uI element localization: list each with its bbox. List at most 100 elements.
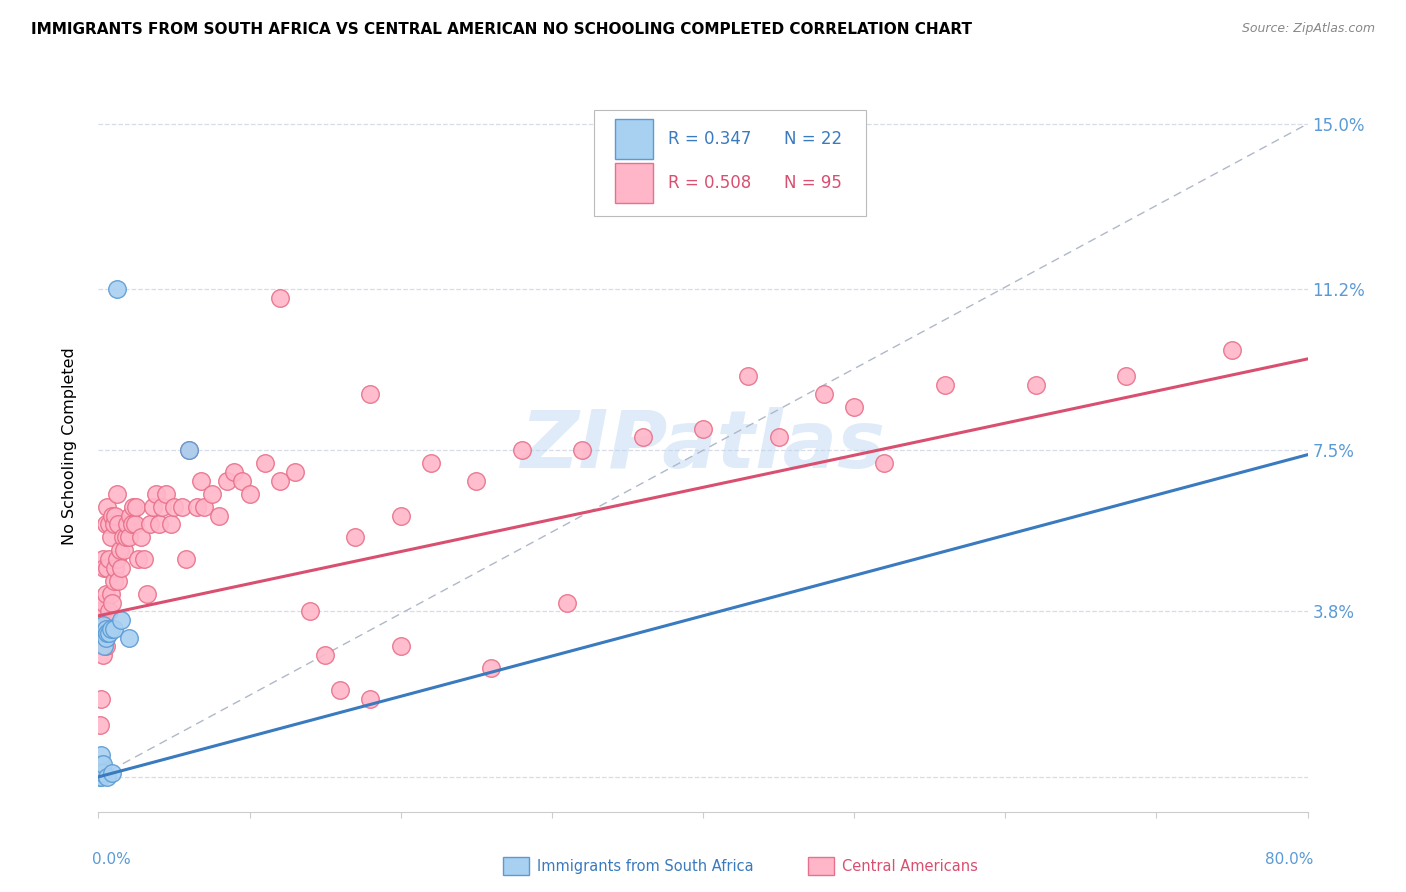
Point <box>98 552 121 566</box>
Point <box>148 517 170 532</box>
Text: N = 95: N = 95 <box>785 174 842 192</box>
Point <box>94 631 117 645</box>
Point <box>94 640 117 654</box>
Point <box>98 604 121 618</box>
Point <box>90 770 112 784</box>
Text: R = 0.347: R = 0.347 <box>668 130 751 148</box>
Point <box>127 552 149 566</box>
Point <box>1115 369 1137 384</box>
Point <box>142 500 165 514</box>
Point <box>107 517 129 532</box>
Text: R = 0.508: R = 0.508 <box>668 174 751 192</box>
Point <box>844 400 866 414</box>
Point <box>125 500 148 514</box>
Point <box>299 604 322 618</box>
Point <box>91 552 114 566</box>
Point <box>90 604 112 618</box>
Point <box>93 626 115 640</box>
Point <box>174 552 197 566</box>
Point <box>91 604 114 618</box>
Point <box>329 682 352 697</box>
Point <box>170 500 193 514</box>
Point <box>314 648 336 662</box>
Point <box>94 622 117 636</box>
Point <box>98 517 121 532</box>
Point <box>135 587 157 601</box>
Point <box>115 517 138 532</box>
Point <box>90 691 112 706</box>
Point <box>96 770 118 784</box>
Bar <box>614 162 654 202</box>
Point <box>231 474 253 488</box>
Point <box>89 717 111 731</box>
Point <box>193 500 215 514</box>
Text: 0.0%: 0.0% <box>93 852 131 867</box>
Point <box>253 457 276 471</box>
Point <box>344 530 367 544</box>
Point <box>163 500 186 514</box>
FancyBboxPatch shape <box>595 110 866 216</box>
Text: IMMIGRANTS FROM SOUTH AFRICA VS CENTRAL AMERICAN NO SCHOOLING COMPLETED CORRELAT: IMMIGRANTS FROM SOUTH AFRICA VS CENTRAL … <box>31 22 972 37</box>
Point <box>104 508 127 523</box>
Point <box>90 748 112 763</box>
Y-axis label: No Schooling Completed: No Schooling Completed <box>62 347 77 545</box>
Point <box>150 500 173 514</box>
Text: Source: ZipAtlas.com: Source: ZipAtlas.com <box>1241 22 1375 36</box>
Point <box>1220 343 1243 358</box>
Point <box>101 508 124 523</box>
Point <box>160 517 183 532</box>
Point <box>93 561 115 575</box>
Point <box>100 530 122 544</box>
Point <box>96 617 118 632</box>
Point <box>118 631 141 645</box>
Point <box>103 517 125 532</box>
Point <box>111 530 134 544</box>
Text: Central Americans: Central Americans <box>842 859 979 873</box>
Point <box>190 474 212 488</box>
Point <box>129 530 152 544</box>
Point <box>201 487 224 501</box>
Point <box>89 761 111 775</box>
Text: 80.0%: 80.0% <box>1265 852 1313 867</box>
Point <box>132 552 155 566</box>
Point <box>94 587 117 601</box>
Point <box>269 474 291 488</box>
Point <box>284 465 307 479</box>
Point <box>155 487 177 501</box>
Point <box>510 443 533 458</box>
Point <box>91 756 114 771</box>
Point <box>103 574 125 588</box>
Point <box>91 617 114 632</box>
Point <box>571 443 593 458</box>
Point <box>139 517 162 532</box>
Point <box>89 770 111 784</box>
Point <box>145 487 167 501</box>
Point <box>360 386 382 401</box>
Point <box>96 561 118 575</box>
Point <box>120 508 142 523</box>
Point <box>692 421 714 435</box>
Point <box>100 622 122 636</box>
Point <box>110 561 132 575</box>
Point <box>121 517 143 532</box>
Point <box>93 640 115 654</box>
Point <box>179 443 201 458</box>
Point <box>101 596 124 610</box>
Point <box>813 386 835 401</box>
Point <box>873 457 896 471</box>
Point <box>420 457 443 471</box>
Point <box>215 474 238 488</box>
Point <box>108 543 131 558</box>
Point <box>118 530 141 544</box>
Point <box>112 543 135 558</box>
Text: Immigrants from South Africa: Immigrants from South Africa <box>537 859 754 873</box>
Point <box>389 640 412 654</box>
Point <box>179 443 201 458</box>
Point <box>93 596 115 610</box>
Point <box>555 596 578 610</box>
Point <box>103 622 125 636</box>
Point <box>631 430 654 444</box>
Point <box>93 631 115 645</box>
Point <box>105 552 128 566</box>
Point <box>105 282 128 296</box>
